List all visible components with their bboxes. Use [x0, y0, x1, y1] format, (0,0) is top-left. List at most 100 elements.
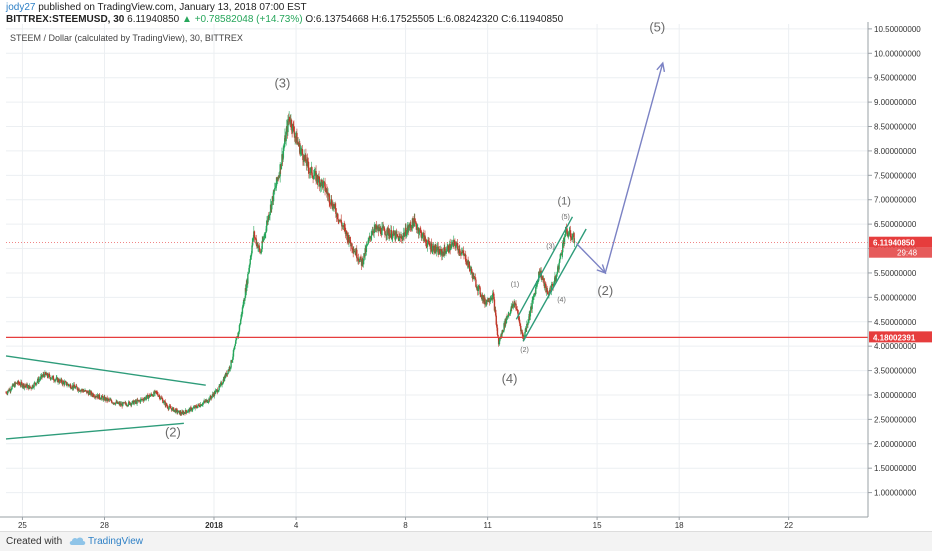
- candle-body: [367, 240, 369, 245]
- created-with-label: Created with: [6, 536, 63, 547]
- candle-body: [235, 340, 237, 344]
- candle-body: [406, 229, 408, 236]
- candle-body: [209, 396, 211, 401]
- candle-body: [247, 274, 249, 284]
- candle-body: [443, 247, 445, 256]
- candle-body: [47, 374, 50, 378]
- candle-body: [175, 409, 177, 413]
- price-tick-label: 7.50000000: [874, 171, 917, 180]
- price-tick-label: 1.00000000: [874, 489, 917, 498]
- candle-body: [441, 251, 444, 256]
- candle-body: [519, 323, 521, 326]
- price-chart[interactable]: (3) (2) (4) (5) (2) (1) (1) (2) (3) (4) (5) 1.0000…: [0, 0, 932, 531]
- candle-body: [14, 382, 16, 388]
- price-change: +0.78582048 (+14.73%): [194, 14, 303, 25]
- candle-body: [462, 251, 465, 254]
- candle-body: [237, 332, 239, 338]
- candle-body: [295, 136, 297, 138]
- price-tick-label: 10.50000000: [874, 25, 921, 34]
- candle-body: [479, 287, 481, 295]
- candle-body: [419, 229, 421, 231]
- last-price-tag: [869, 236, 932, 248]
- candle-body: [496, 324, 498, 328]
- candle-body: [268, 215, 271, 219]
- candle-body: [249, 259, 251, 265]
- tradingview-link[interactable]: TradingView: [88, 536, 144, 547]
- candle-body: [80, 390, 83, 391]
- candle-body: [263, 237, 265, 239]
- candle-body: [19, 385, 22, 386]
- candle-body: [293, 132, 296, 138]
- countdown-tag: [869, 247, 932, 258]
- candle-body: [48, 374, 50, 375]
- candle-body: [496, 327, 499, 336]
- candle-body: [180, 411, 182, 414]
- candle-body: [165, 403, 168, 406]
- candle-body: [229, 367, 232, 369]
- candle-body: [411, 218, 414, 229]
- candle-body: [380, 227, 382, 234]
- candle-body: [227, 370, 229, 374]
- candle-body: [21, 383, 23, 387]
- price-tick-label: 3.00000000: [874, 391, 917, 400]
- candle-body: [427, 239, 430, 242]
- candle-body: [110, 399, 113, 402]
- candle-body: [239, 319, 242, 325]
- candle-body: [381, 227, 383, 236]
- candle-body: [556, 271, 559, 275]
- candle-body: [460, 252, 463, 255]
- candle-body: [499, 338, 501, 342]
- candle-body: [303, 155, 305, 163]
- candle-body: [33, 383, 35, 388]
- candle-body: [101, 395, 104, 398]
- candle-body: [275, 177, 278, 186]
- candle-body: [240, 314, 242, 320]
- candle-body: [343, 225, 345, 227]
- candle-body: [114, 402, 117, 405]
- candle-body: [232, 350, 235, 357]
- candle-body: [233, 349, 235, 351]
- candle-body: [429, 244, 431, 246]
- candle-body: [48, 374, 51, 378]
- candle-body: [133, 402, 135, 405]
- candle-body: [371, 234, 373, 236]
- candle-body: [515, 303, 517, 310]
- candle-body: [302, 154, 304, 161]
- candle-body: [376, 228, 378, 230]
- candle-body: [527, 322, 529, 326]
- candle-body: [241, 307, 244, 314]
- candle-body: [322, 181, 324, 188]
- candle-body: [390, 229, 393, 239]
- candle-body: [386, 227, 389, 235]
- footer-bar: Created with TradingView: [0, 531, 932, 551]
- candle-body: [333, 206, 335, 209]
- candle-body: [372, 231, 374, 233]
- candle-body: [245, 280, 248, 292]
- candle-body: [186, 411, 189, 413]
- candle-body: [107, 398, 110, 400]
- candle-body: [515, 309, 518, 310]
- candle-body: [10, 389, 13, 391]
- candle-body: [177, 412, 179, 413]
- candle-body: [181, 411, 183, 415]
- candle-body: [170, 408, 172, 410]
- candle-body: [539, 273, 541, 275]
- author-link[interactable]: jody27: [6, 2, 36, 13]
- candle-body: [292, 123, 294, 132]
- price-tick-label: 5.00000000: [874, 293, 917, 302]
- price-tick-label: 8.00000000: [874, 147, 917, 156]
- wave-label: (1): [558, 196, 571, 208]
- candle-body: [169, 405, 171, 407]
- candle-body: [98, 394, 101, 399]
- candle-body: [416, 228, 418, 230]
- candle-body: [23, 385, 26, 388]
- candle-body: [30, 387, 32, 389]
- candle-body: [250, 253, 253, 257]
- candle-body: [456, 242, 459, 246]
- candle-body: [415, 226, 418, 230]
- price-tick-label: 2.00000000: [874, 440, 917, 449]
- candle-body: [159, 398, 162, 400]
- candle-body: [573, 241, 576, 243]
- candle-body: [277, 178, 279, 181]
- candle-body: [113, 402, 116, 404]
